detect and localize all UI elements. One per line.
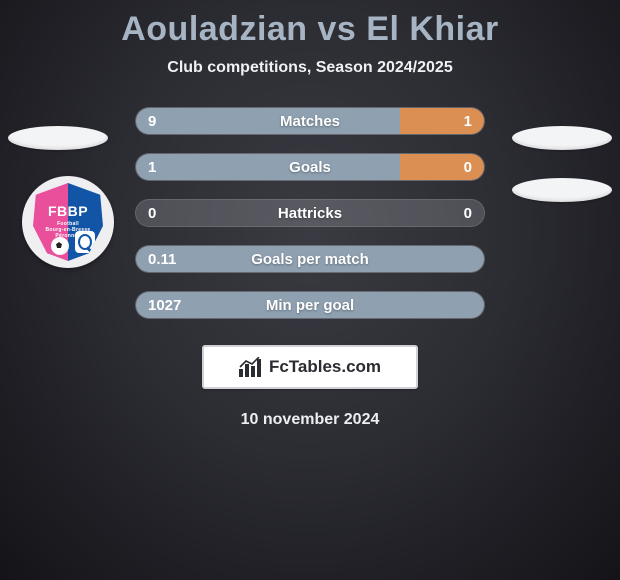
stat-left-value: 1 [136, 154, 400, 180]
stat-right-value: 1 [400, 108, 484, 134]
stat-right-value [472, 292, 484, 318]
stat-right-value: 0 [400, 154, 484, 180]
stat-label: Hattricks [136, 200, 484, 226]
stat-row: 10Goals [135, 153, 485, 181]
bar-chart-icon [239, 357, 261, 377]
page-title: Aouladzian vs El Khiar [0, 0, 620, 49]
stat-left-value: 9 [136, 108, 400, 134]
stat-left-value: 1027 [136, 292, 484, 318]
stats-bar-list: 91Matches10Goals00Hattricks0.11Goals per… [135, 107, 485, 319]
stat-row: 0 0Hattricks [135, 199, 485, 227]
stat-left-value: 0.11 [136, 246, 484, 272]
stat-right-value [472, 246, 484, 272]
snapshot-date: 10 november 2024 [0, 411, 620, 429]
stat-row: 1027Min per goal [135, 291, 485, 319]
fctables-brand-plate[interactable]: FcTables.com [202, 345, 418, 389]
stat-row: 91Matches [135, 107, 485, 135]
stat-left-value: 0 [136, 200, 148, 226]
stat-row: 0.11Goals per match [135, 245, 485, 273]
stat-right-value: 0 [472, 200, 484, 226]
page-subtitle: Club competitions, Season 2024/2025 [0, 59, 620, 77]
fctables-brand-text: FcTables.com [269, 357, 381, 377]
